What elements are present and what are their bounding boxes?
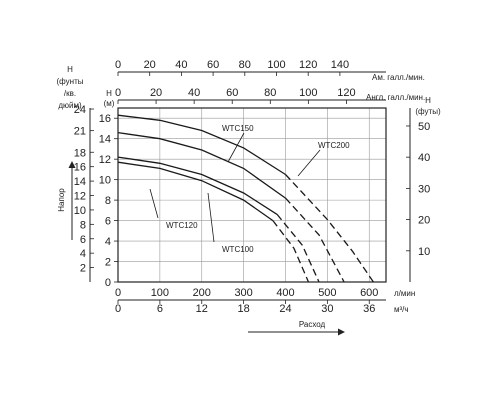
tick-label-m: 4	[105, 236, 111, 248]
axis-title-psi: дюйм)	[58, 101, 82, 110]
wtc120-label: WTC120	[166, 221, 198, 230]
tick-label-us-gpm: 40	[175, 59, 187, 71]
tick-label-lpm: 0	[115, 287, 121, 299]
tick-label-m3h: 36	[363, 303, 375, 315]
axis-title-ft: H	[425, 96, 431, 105]
tick-label-imp-gpm: 20	[150, 87, 162, 99]
tick-label-m: 8	[105, 195, 111, 207]
axis-title-imp-gpm: Англ. галл./мин.	[366, 93, 425, 102]
tick-label-m3h: 0	[115, 303, 121, 315]
tick-label-m: 2	[105, 257, 111, 269]
axis-title-psi: /кв.	[64, 89, 76, 98]
wtc200-label-leader	[297, 149, 321, 177]
wtc100-curve-dashed	[272, 220, 310, 283]
tick-label-ft: 10	[418, 246, 430, 258]
tick-label-imp-gpm: 120	[337, 87, 355, 99]
tick-label-lpm: 300	[234, 287, 252, 299]
tick-label-psi: 21	[74, 126, 86, 138]
tick-label-m3h: 6	[157, 303, 163, 315]
tick-label-ft: 20	[418, 215, 430, 227]
wtc100-curve-solid	[117, 161, 274, 222]
plot-frame	[117, 107, 387, 283]
tick-label-us-gpm: 120	[299, 59, 317, 71]
tick-label-ft: 50	[418, 121, 430, 133]
pump-curves	[117, 114, 374, 283]
tick-label-imp-gpm: 100	[299, 87, 317, 99]
x-axis-arrowhead	[338, 328, 345, 336]
tick-label-ft: 40	[418, 152, 430, 164]
wtc120-label-leader	[149, 188, 159, 219]
tick-label-m: 14	[99, 134, 111, 146]
tick-label-imp-gpm: 0	[115, 87, 121, 99]
axis-title-us-gpm: Ам. галл./мин.	[372, 73, 425, 82]
axis-title-m3h: м³/ч	[394, 305, 409, 314]
wtc200-curve-solid	[117, 114, 286, 176]
tick-label-psi: 14	[74, 176, 86, 188]
wtc150-label-leader	[227, 132, 245, 163]
axis-title-psi: (фунты	[57, 77, 84, 86]
tick-label-us-gpm: 140	[331, 59, 349, 71]
tick-label-psi: 16	[74, 162, 86, 174]
axis-title-m: H	[106, 89, 112, 98]
wtc150-curve-dashed	[285, 197, 345, 283]
tick-label-m3h: 18	[238, 303, 250, 315]
wtc150-label: WTC150	[222, 124, 254, 133]
tick-label-psi: 6	[80, 234, 86, 246]
tick-label-ft: 30	[418, 183, 430, 195]
tick-label-m3h: 30	[321, 303, 333, 315]
axes: 0246810121416H(м)246810121416182124H(фун…	[57, 59, 441, 336]
tick-label-lpm: 200	[193, 287, 211, 299]
tick-label-psi: 8	[80, 219, 86, 231]
tick-label-m: 10	[99, 175, 111, 187]
wtc200-label: WTC200	[318, 141, 350, 150]
tick-label-us-gpm: 20	[144, 59, 156, 71]
tick-label-m: 16	[99, 113, 111, 125]
curve-labels: WTC100 WTC120 WTC150 WTC200	[149, 124, 350, 254]
tick-label-psi: 10	[74, 205, 86, 217]
tick-label-m: 12	[99, 154, 111, 166]
tick-label-psi: 12	[74, 191, 86, 203]
tick-label-m: 0	[105, 277, 111, 289]
axis-title-psi: H	[67, 65, 73, 74]
tick-label-imp-gpm: 60	[226, 87, 238, 99]
tick-label-m3h: 12	[196, 303, 208, 315]
wtc120-curve-solid	[117, 156, 278, 215]
axis-title-ft-unit: (футы)	[415, 107, 441, 116]
wtc100-label: WTC100	[222, 245, 254, 254]
tick-label-m: 6	[105, 216, 111, 228]
tick-label-psi: 4	[80, 248, 86, 260]
axis-title-m-unit: (м)	[104, 99, 115, 108]
wtc200-curve-dashed	[285, 174, 374, 283]
x-axis-title: Расход	[299, 320, 326, 329]
tick-label-us-gpm: 0	[115, 59, 121, 71]
axis-title-lpm: л/мин	[394, 289, 415, 298]
tick-label-imp-gpm: 40	[188, 87, 200, 99]
tick-label-psi: 24	[74, 104, 86, 116]
tick-label-psi: 18	[74, 147, 86, 159]
wtc100-label-leader	[207, 192, 215, 243]
tick-label-m3h: 24	[279, 303, 291, 315]
y-axis-title: Напор	[57, 188, 66, 212]
tick-label-imp-gpm: 80	[264, 87, 276, 99]
grid-lines	[118, 108, 386, 282]
tick-label-us-gpm: 80	[239, 59, 251, 71]
tick-label-lpm: 600	[360, 287, 378, 299]
tick-label-lpm: 400	[276, 287, 294, 299]
tick-label-us-gpm: 60	[207, 59, 219, 71]
tick-label-lpm: 500	[318, 287, 336, 299]
tick-label-lpm: 100	[151, 287, 169, 299]
wtc120-curve-dashed	[276, 213, 320, 283]
wtc150-curve-solid	[117, 131, 286, 199]
y-axis-arrowhead	[68, 161, 76, 168]
tick-label-psi: 2	[80, 263, 86, 275]
tick-label-us-gpm: 100	[267, 59, 285, 71]
